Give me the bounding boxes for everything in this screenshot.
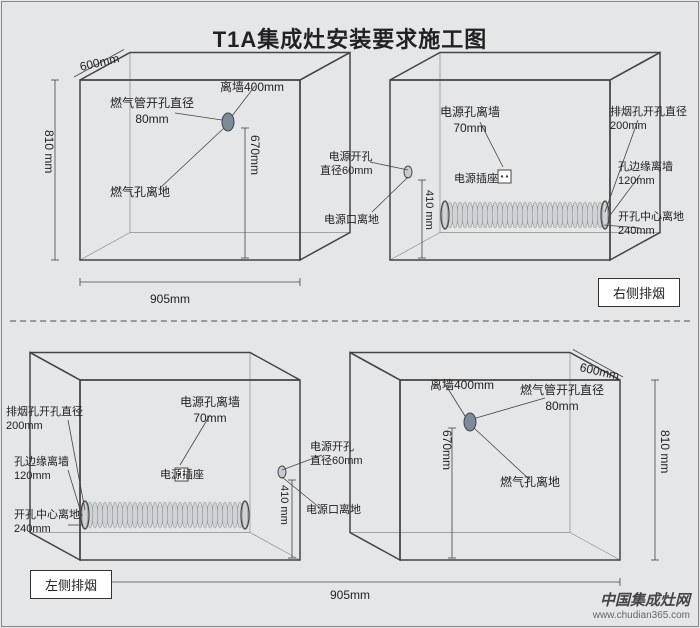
dim-670-2: 670mm xyxy=(440,430,454,470)
label-exhaustdia-1: 排烟孔开孔直径200mm xyxy=(610,105,687,134)
dim-410-2: 410 mm xyxy=(278,485,290,525)
label-fromwall-2: 离墙400mm xyxy=(430,378,494,394)
dim-width-2: 905mm xyxy=(330,588,370,602)
dim-height-left: 810 mm xyxy=(42,130,56,173)
label-gaspipe-2: 燃气管开孔直径80mm xyxy=(520,383,604,414)
diagram-canvas: T1A集成灶安装要求施工图 600mm 810 mm 905mm 燃气管开孔直径… xyxy=(0,0,700,628)
tag-right-exhaust: 右侧排烟 xyxy=(598,278,680,307)
watermark: 中国集成灶网 www.chudian365.com xyxy=(593,592,690,622)
label-gasground-1: 燃气孔离地 xyxy=(110,185,170,201)
label-powerdia-2: 电源开孔直径60mm xyxy=(310,440,363,469)
label-gaspipe-1: 燃气管开孔直径80mm xyxy=(110,96,194,127)
dim-410-1: 410 mm xyxy=(423,190,435,230)
geometry-svg xyxy=(0,0,700,628)
label-socket-1: 电源插座 xyxy=(454,172,498,186)
label-powerground-2: 电源口离地 xyxy=(306,503,361,517)
label-socket-2: 电源插座 xyxy=(160,468,204,482)
label-powerdia-1: 电源开孔直径60mm xyxy=(320,150,373,179)
label-powerground-1: 电源口离地 xyxy=(324,213,379,227)
label-edgewall-1: 孔边缘离墙120mm xyxy=(618,160,673,189)
dim-height-right: 810 mm xyxy=(658,430,672,473)
label-centerground-1: 开孔中心离地240mm xyxy=(618,210,684,239)
label-edgewall-2: 孔边缘离墙120mm xyxy=(14,455,69,484)
label-centerground-2: 开孔中心离地240mm xyxy=(14,508,80,537)
label-gasground-2: 燃气孔离地 xyxy=(500,475,560,491)
label-powerwall-1: 电源孔离墙70mm xyxy=(440,105,500,136)
label-exhaustdia-2: 排烟孔开孔直径200mm xyxy=(6,405,83,434)
dim-width-1: 905mm xyxy=(150,292,190,306)
dim-670-1: 670mm xyxy=(248,135,262,175)
tag-left-exhaust: 左侧排烟 xyxy=(30,570,112,599)
label-powerwall-2: 电源孔离墙70mm xyxy=(180,395,240,426)
divider xyxy=(10,320,690,322)
label-fromwall-1: 离墙400mm xyxy=(220,80,284,96)
